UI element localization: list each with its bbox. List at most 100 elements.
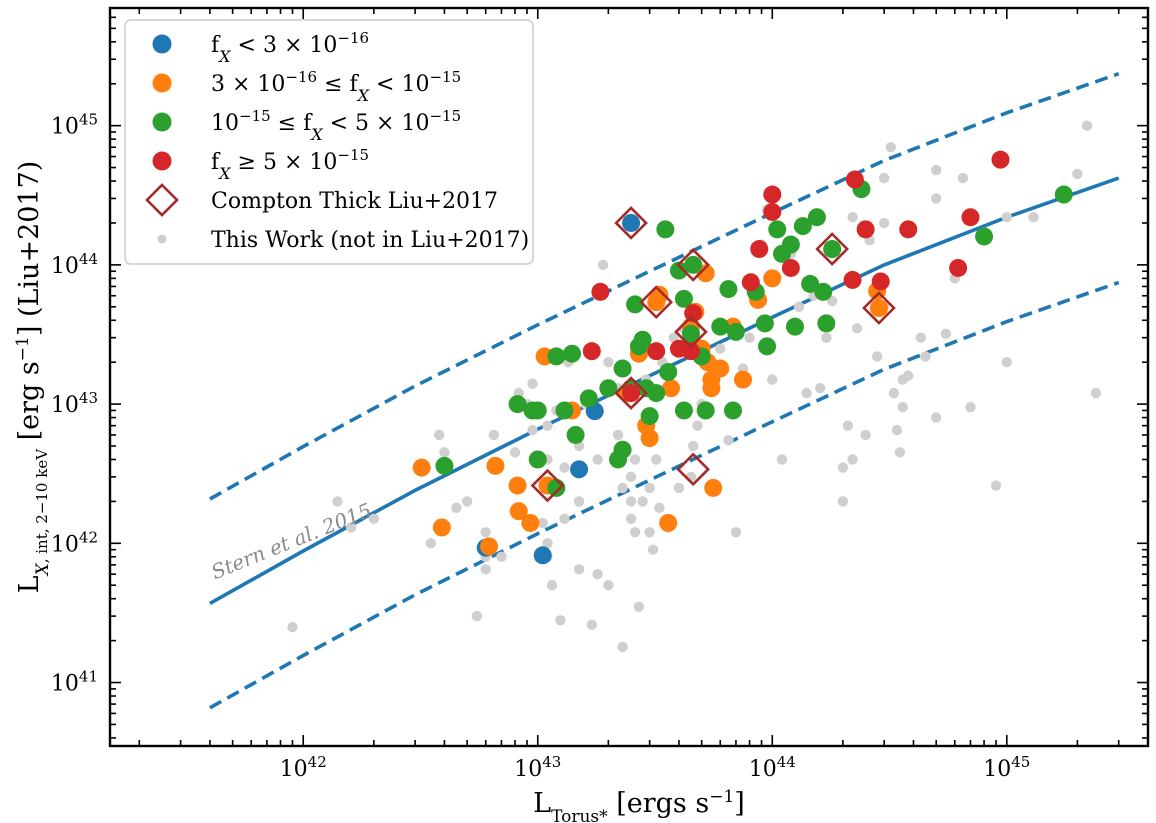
data-point-this-work — [559, 513, 570, 524]
data-point-series-3 — [674, 289, 693, 308]
data-point-series-3 — [656, 220, 675, 239]
data-point-this-work — [471, 610, 483, 622]
data-point-this-work — [687, 440, 699, 452]
data-point-series-3 — [1054, 185, 1073, 204]
data-point-this-work — [527, 378, 538, 389]
data-point-this-work — [592, 568, 603, 580]
x-tick-label: 1043 — [514, 753, 561, 782]
data-point-this-work — [920, 351, 931, 362]
data-point-series-4 — [991, 150, 1010, 169]
data-point-series-2 — [869, 299, 888, 318]
data-point-this-work — [434, 429, 445, 441]
data-point-series-2 — [704, 478, 723, 497]
data-point-this-work — [821, 332, 832, 343]
legend-label: 10−15 ≤ fX < 5 × 10−15 — [211, 107, 461, 144]
legend-label: fX < 3 × 10−16 — [211, 29, 369, 66]
data-point-series-1 — [570, 460, 589, 479]
data-point-series-3 — [814, 282, 833, 301]
legend-marker — [152, 112, 172, 132]
legend-label: fX ≥ 5 × 10−15 — [211, 146, 369, 183]
data-point-this-work — [1090, 387, 1102, 399]
data-point-this-work — [546, 580, 558, 591]
data-point-compton-thick — [676, 452, 711, 487]
data-point-series-2 — [711, 359, 730, 378]
data-point-this-work — [451, 502, 462, 513]
legend-label: 3 × 10−16 ≤ fX < 10−15 — [211, 68, 461, 105]
legend-marker — [145, 183, 179, 217]
data-point-this-work — [644, 527, 655, 538]
data-point-series-3 — [823, 240, 842, 259]
data-point-series-2 — [521, 513, 540, 532]
data-point-this-work — [891, 424, 903, 436]
data-point-this-work — [542, 538, 553, 549]
data-point-series-3 — [528, 401, 547, 420]
legend-label: This Work (not in Liu+2017) — [211, 228, 529, 253]
data-point-compton-thick — [614, 206, 648, 240]
data-point-series-4 — [741, 273, 760, 292]
data-point-this-work — [573, 496, 585, 507]
data-point-series-2 — [432, 518, 451, 537]
data-point-series-3 — [696, 401, 715, 420]
data-point-series-2 — [486, 456, 505, 475]
data-point-series-3 — [684, 255, 703, 274]
data-point-series-3 — [793, 217, 812, 236]
data-point-this-work — [617, 641, 628, 653]
data-point-this-work — [625, 496, 637, 507]
data-point-series-2 — [508, 476, 527, 495]
data-point-this-work — [537, 517, 548, 529]
data-point-series-2 — [412, 458, 431, 477]
data-point-series-2 — [659, 513, 678, 532]
data-point-series-4 — [949, 258, 968, 277]
data-point-this-work — [592, 454, 603, 465]
data-point-series-3 — [723, 401, 742, 420]
data-point-series-3 — [781, 235, 800, 254]
data-point-series-3 — [566, 425, 585, 444]
data-point-compton-thick — [676, 248, 711, 282]
data-point-this-work — [776, 454, 788, 465]
data-point-this-work — [767, 374, 778, 385]
data-point-series-3 — [681, 324, 700, 343]
data-point-this-work — [496, 551, 507, 562]
data-point-this-work — [603, 356, 614, 368]
data-point-this-work — [878, 217, 890, 229]
legend-label: Compton Thick Liu+2017 — [211, 189, 498, 214]
legend: fX < 3 × 10−163 × 10−16 ≤ fX < 10−1510−1… — [124, 19, 534, 265]
data-point-series-2 — [509, 502, 528, 521]
y-tick-label: 1045 — [51, 111, 98, 140]
relation-upper-dashed-line — [209, 72, 1120, 501]
data-point-this-work — [612, 429, 624, 441]
data-point-this-work — [990, 480, 1002, 491]
legend-marker — [152, 34, 172, 54]
data-point-this-work — [965, 401, 976, 413]
data-point-series-4 — [843, 270, 862, 289]
data-point-series-3 — [647, 384, 666, 403]
data-point-series-4 — [961, 208, 980, 227]
data-point-series-1 — [622, 213, 641, 232]
data-point-series-1 — [533, 546, 552, 565]
data-point-this-work — [931, 164, 942, 176]
data-point-series-4 — [647, 342, 666, 361]
data-point-this-work — [345, 522, 357, 533]
data-point-series-2 — [662, 379, 681, 398]
data-point-this-work — [555, 615, 566, 626]
x-tick-label: 1045 — [983, 753, 1030, 782]
data-point-this-work — [903, 370, 914, 381]
data-point-series-4 — [763, 185, 782, 204]
data-point-this-work — [629, 454, 641, 465]
data-point-this-work — [730, 527, 742, 538]
data-point-this-work — [957, 172, 969, 184]
data-point-series-4 — [763, 202, 782, 221]
data-point-this-work — [1001, 356, 1013, 368]
data-point-series-3 — [786, 317, 805, 336]
plot-frame — [108, 6, 1150, 748]
data-point-series-3 — [755, 314, 774, 333]
data-point-series-3 — [674, 401, 693, 420]
data-point-series-3 — [599, 379, 618, 398]
data-point-this-work — [793, 301, 805, 312]
data-point-this-work — [542, 420, 553, 431]
data-point-this-work — [509, 447, 521, 458]
data-point-this-work — [878, 172, 890, 184]
data-point-this-work — [1081, 120, 1093, 131]
data-point-series-3 — [613, 440, 632, 459]
data-point-this-work — [847, 454, 858, 465]
